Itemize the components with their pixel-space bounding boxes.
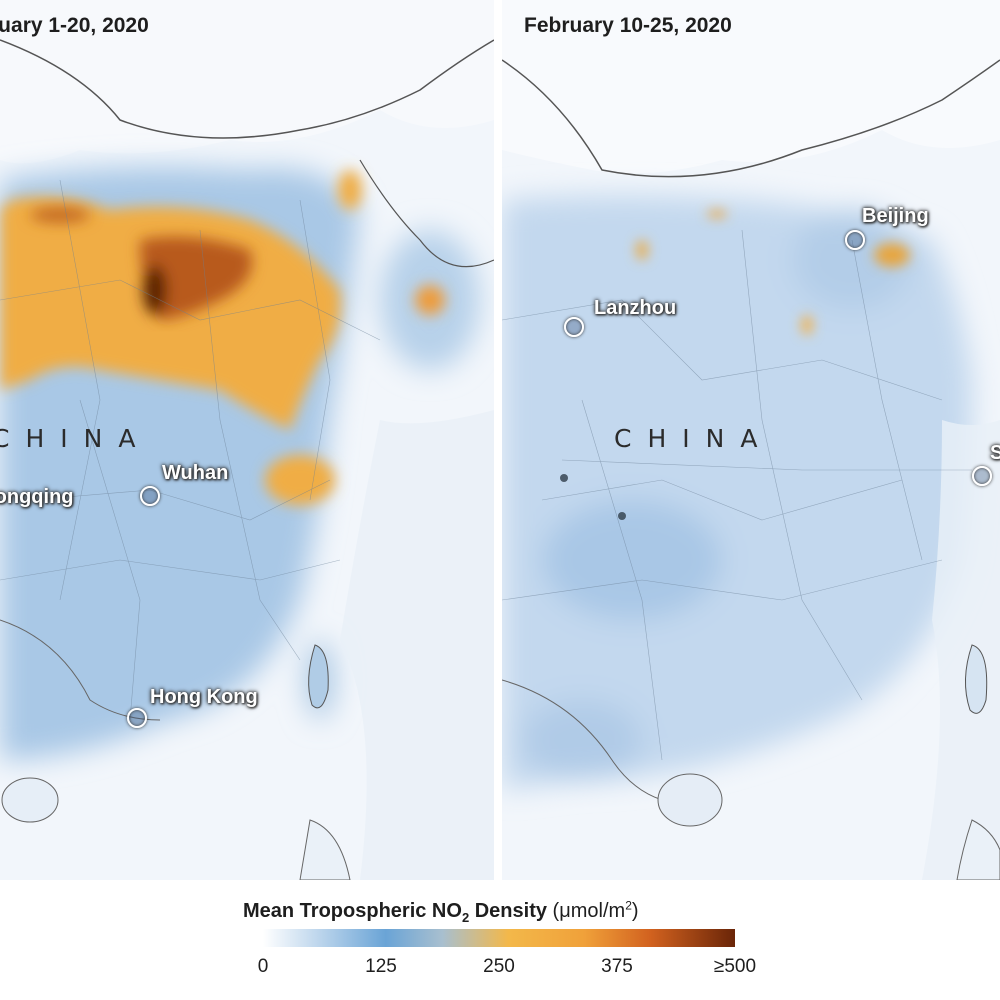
map-panel-february: February 10-25, 2020 CHINA Beijing Lanzh…: [502, 0, 1000, 880]
city-label-shanghai: Shanghai: [990, 442, 1000, 464]
panel-title-january: January 1-20, 2020: [0, 14, 149, 37]
map-panel-january: January 1-20, 2020 CHINA Wuhan Chongqing…: [0, 0, 494, 880]
legend-tick: ≥500: [713, 956, 757, 977]
legend-tick: 375: [601, 956, 633, 977]
panel-divider: [494, 0, 502, 880]
city-label-wuhan: Wuhan: [162, 462, 229, 484]
city-marker-shanghai: [972, 466, 992, 486]
no2-map-january: [0, 0, 494, 880]
legend-tick: 125: [365, 956, 397, 977]
no2-map-february: [502, 0, 1000, 880]
legend-unit-superscript: 2: [625, 898, 632, 912]
city-label-hong-kong: Hong Kong: [150, 686, 258, 708]
legend-title-rest: Density: [469, 899, 547, 922]
legend-tick: 0: [257, 956, 269, 977]
legend-title: Mean Tropospheric NO2 Density (μmol/m2): [243, 898, 639, 925]
city-label-chongqing: Chongqing: [0, 486, 74, 508]
legend-unit-prefix: (μmol/m: [552, 899, 626, 922]
legend-unit: (μmol/m2): [552, 898, 639, 922]
city-marker-lanzhou: [564, 317, 584, 337]
legend-title-main: Mean Tropospheric NO: [243, 899, 462, 922]
legend-title-subscript: 2: [461, 909, 470, 925]
city-marker-beijing: [845, 230, 865, 250]
city-marker-wuhan: [140, 486, 160, 506]
country-label-china: CHINA: [0, 424, 152, 453]
panel-title-february: February 10-25, 2020: [524, 14, 732, 37]
legend: Mean Tropospheric NO2 Density (μmol/m2) …: [0, 880, 1000, 1000]
city-label-beijing: Beijing: [862, 205, 929, 227]
legend-tick: 250: [483, 956, 515, 977]
city-label-lanzhou: Lanzhou: [594, 297, 677, 319]
city-marker-hong-kong: [127, 708, 147, 728]
legend-colorbar: [263, 929, 735, 947]
legend-unit-suffix: ): [631, 899, 639, 922]
country-label-china: CHINA: [614, 424, 774, 453]
